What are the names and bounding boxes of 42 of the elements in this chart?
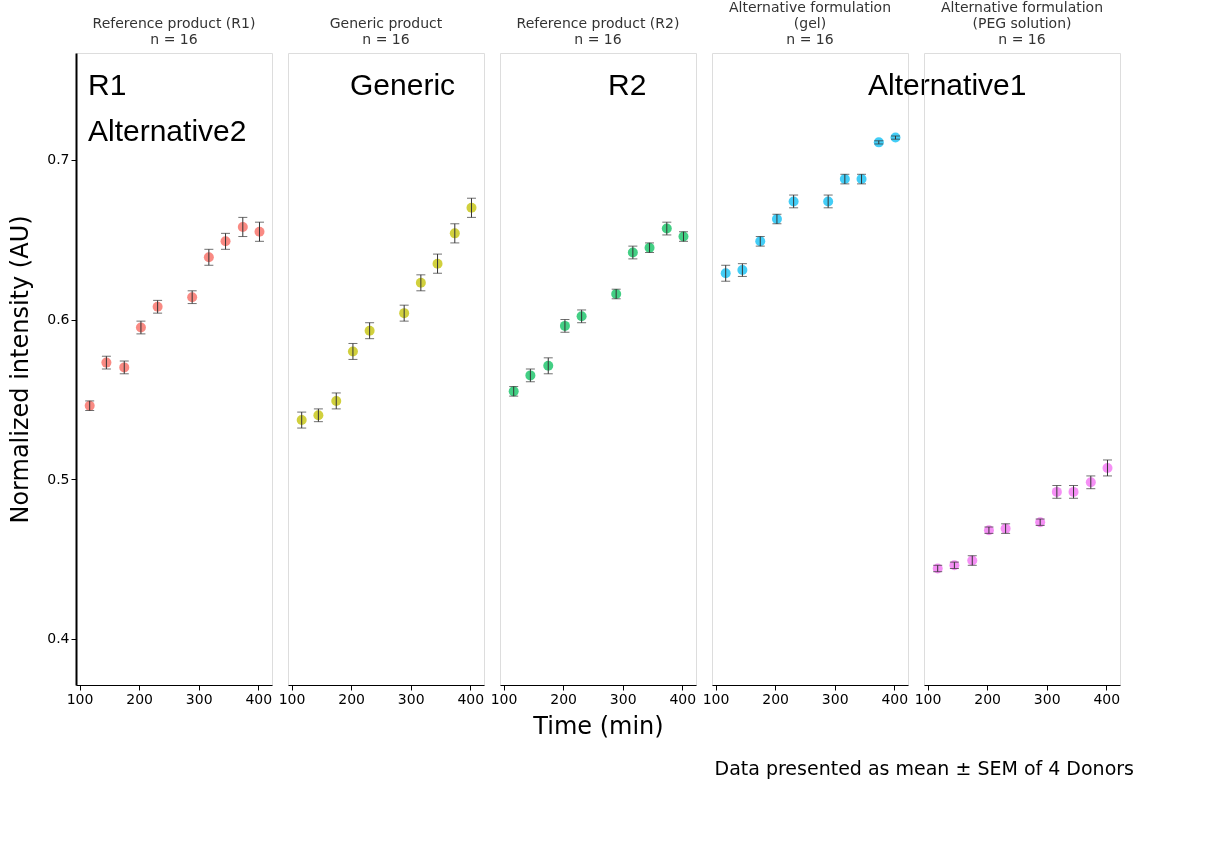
x-axis-title: Time (min) — [532, 711, 664, 740]
x-tick-label: 200 — [126, 690, 154, 707]
y-tick-label: 0.6 — [47, 311, 70, 328]
y-axis-title: Normalized intensity (AU) — [6, 215, 35, 524]
annotation: R2 — [608, 68, 647, 101]
chart-title: Reference product (R1) — [92, 15, 256, 31]
x-tick-label: 300 — [1033, 690, 1061, 707]
x-tick-label: 200 — [762, 690, 790, 707]
chart-title: Reference product (R2) — [516, 15, 680, 31]
chart-subtitle: n = 16 — [786, 31, 834, 47]
x-tick-label: 300 — [185, 690, 213, 707]
x-tick-label: 300 — [609, 690, 637, 707]
annotation: Alternative2 — [88, 114, 247, 147]
chart-subtitle: n = 16 — [998, 31, 1046, 47]
x-tick-label: 300 — [821, 690, 849, 707]
x-tick-label: 100 — [914, 690, 942, 707]
x-tick-label: 400 — [457, 690, 485, 707]
annotation: Alternative1 — [868, 68, 1027, 101]
chart-title: Alternative formulation (PEG solution) — [940, 0, 1104, 31]
x-tick-label: 400 — [881, 690, 909, 707]
x-tick-label: 100 — [66, 690, 94, 707]
x-tick-label: 300 — [397, 690, 425, 707]
chart-title: Alternative formulation (gel) — [728, 0, 892, 31]
x-tick-label: 400 — [245, 690, 273, 707]
annotation: R1 — [88, 68, 127, 101]
y-tick-label: 0.7 — [47, 151, 70, 168]
chart-subtitle: n = 16 — [150, 31, 198, 47]
x-tick-label: 100 — [278, 690, 306, 707]
chart-subtitle: n = 16 — [362, 31, 410, 47]
text: Data presented as mean ± SEM of 4 Donors — [714, 757, 1134, 779]
x-tick-label: 200 — [974, 690, 1002, 707]
x-tick-label: 200 — [550, 690, 578, 707]
x-tick-label: 100 — [490, 690, 518, 707]
y-tick-label: 0.5 — [47, 470, 70, 487]
chart-title: Generic product — [329, 15, 443, 31]
x-tick-label: 200 — [338, 690, 366, 707]
x-tick-label: 400 — [1093, 690, 1121, 707]
x-tick-label: 400 — [669, 690, 697, 707]
y-tick-label: 0.4 — [47, 630, 70, 647]
annotation: Generic — [350, 68, 456, 101]
x-tick-label: 100 — [702, 690, 730, 707]
chart-subtitle: n = 16 — [574, 31, 622, 47]
